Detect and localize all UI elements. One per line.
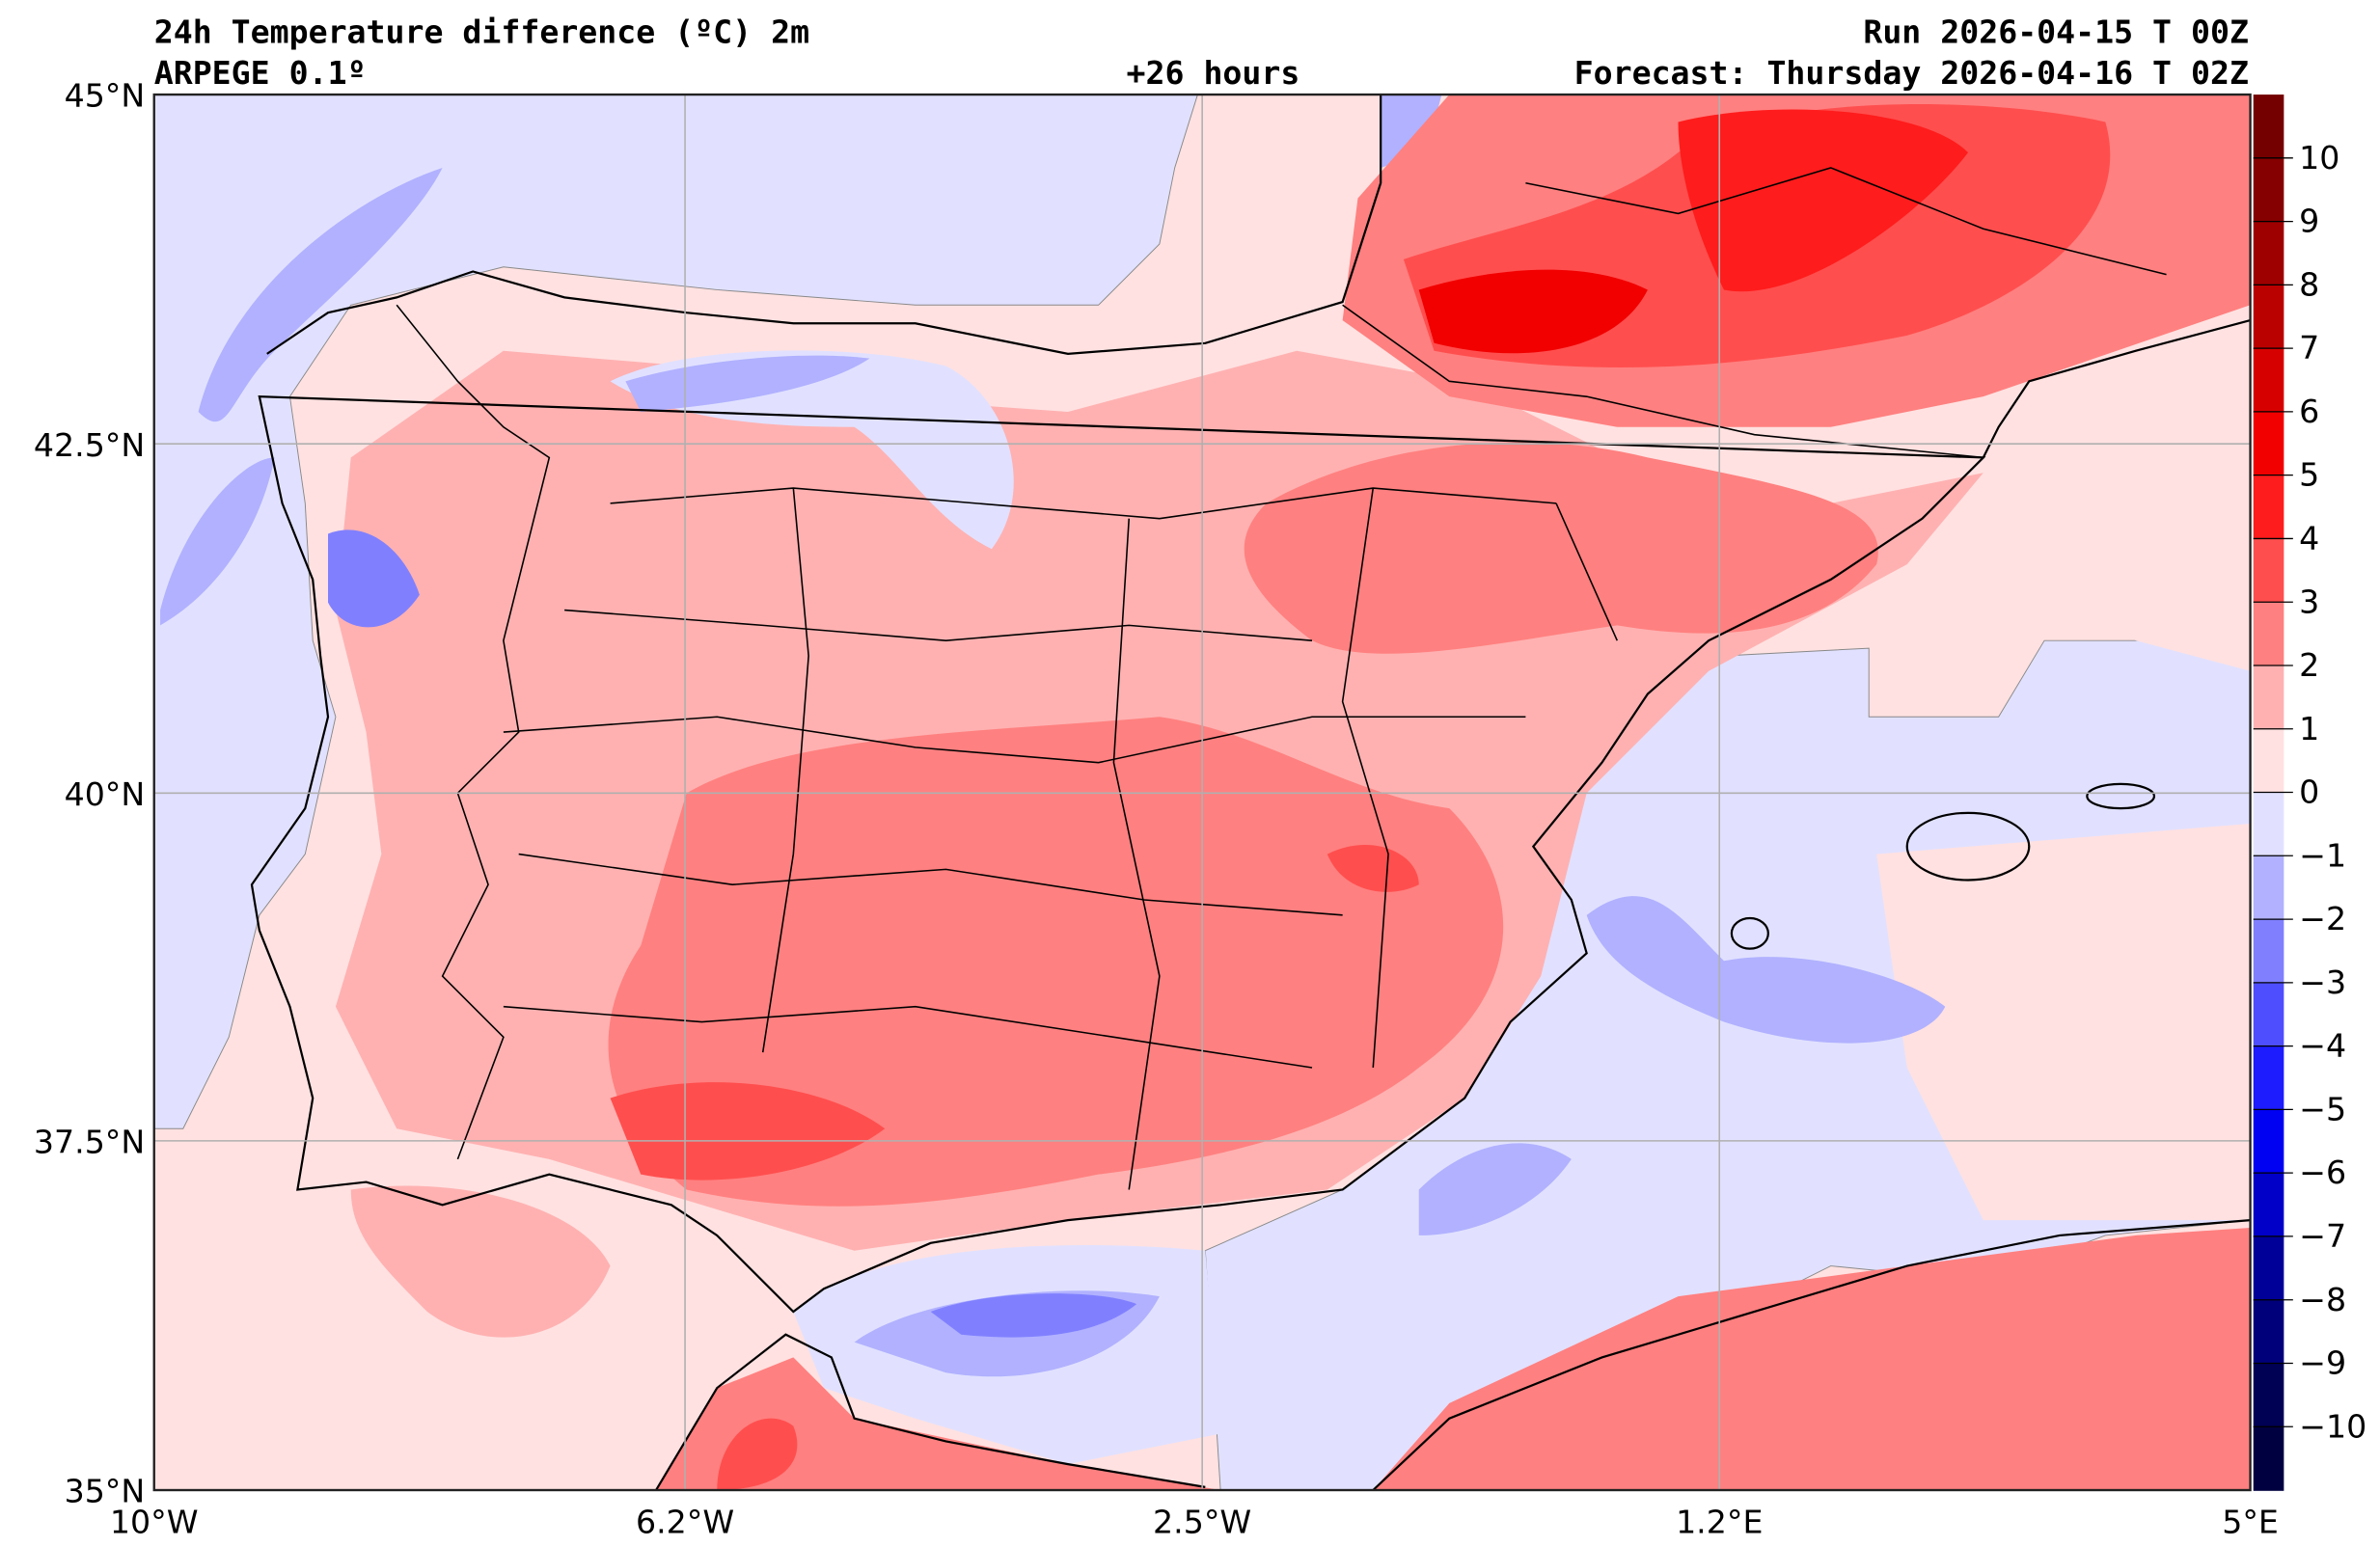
- lead-time: +26 hours: [1127, 54, 1300, 92]
- graticule: [153, 95, 2251, 1491]
- colorbar-bin: [2253, 1045, 2284, 1111]
- field-med-blue-1: [1586, 896, 1946, 1044]
- colorbar-tick-label: 6: [2299, 393, 2319, 430]
- lat-label: 40°N: [65, 775, 146, 813]
- colorbar-bin: [2253, 602, 2284, 666]
- colorbar-bin: [2253, 348, 2284, 413]
- field-africa-warm-2: [1373, 1228, 2251, 1491]
- colorbar-tick-label: −7: [2299, 1217, 2346, 1255]
- lon-axis: 10°W 6.2°W 2.5°W 1.2°E 5°E: [110, 1503, 2279, 1540]
- colorbar-tick-label: −4: [2299, 1027, 2346, 1065]
- map-frame: [152, 93, 2252, 1492]
- colorbar-bin: [2253, 919, 2284, 984]
- colorbar-tick-label: 5: [2299, 456, 2319, 494]
- colorbar-tick-label: 4: [2299, 520, 2319, 557]
- lat-axis: 45°N 42.5°N 40°N 37.5°N 35°N: [34, 77, 145, 1510]
- colorbar-bin: [2253, 1426, 2284, 1491]
- field-africa-hot: [717, 1418, 798, 1491]
- colorbar-bin: [2253, 475, 2284, 540]
- colorbar-bin: [2253, 411, 2284, 476]
- lon-label: 6.2°W: [636, 1503, 734, 1540]
- colorbar-bin: [2253, 1235, 2284, 1301]
- lat-label: 37.5°N: [34, 1124, 145, 1161]
- field-iberia-hot-3: [1327, 844, 1419, 892]
- colorbar-tick-label: −6: [2299, 1153, 2346, 1191]
- colorbar-tick-label: −5: [2299, 1090, 2346, 1127]
- coastline-africa: [655, 1219, 2251, 1491]
- colorbar-tick-label: 7: [2299, 329, 2319, 366]
- island-menorca: [2086, 782, 2156, 810]
- colorbar-tick-label: −9: [2299, 1344, 2346, 1382]
- lon-label: 5°E: [2222, 1503, 2279, 1540]
- colorbar-bin: [2253, 728, 2284, 794]
- colorbar-tick-label: 10: [2299, 139, 2339, 176]
- colorbar-bin: [2253, 538, 2284, 604]
- colorbar-bin: [2253, 1363, 2284, 1428]
- field-sw-ocean-warm: [350, 1185, 611, 1338]
- colorbar-bin: [2253, 792, 2284, 857]
- colorbar-bin: [2253, 1109, 2284, 1174]
- field-iberia-blue-n: [625, 355, 870, 412]
- colorbar-tick-label: −1: [2299, 836, 2346, 874]
- colorbar-tick-label: −10: [2299, 1407, 2366, 1445]
- colorbar-tick-label: 1: [2299, 710, 2319, 747]
- provincial-borders: [503, 167, 2167, 1190]
- colorbar-tick-label: 3: [2299, 583, 2319, 620]
- colorbar-tick-label: 8: [2299, 265, 2319, 303]
- colorbar-bin: [2253, 982, 2284, 1047]
- field-galicia-blue: [328, 529, 420, 628]
- colorbar-tick-label: −8: [2299, 1281, 2346, 1318]
- colorbar-tick-label: −2: [2299, 900, 2346, 937]
- map-title: 24h Temperature difference (ºC) 2m: [154, 13, 809, 50]
- field-iberia-hot-4: [610, 1082, 886, 1181]
- model-label: ARPEGE 0.1º: [154, 54, 367, 92]
- colorbar-bin: [2253, 665, 2284, 730]
- colorbar-bin: [2253, 1173, 2284, 1237]
- lat-label: 42.5°N: [34, 426, 145, 464]
- field-med-pink-2: [1876, 823, 2251, 1221]
- field-atlantic-blue-1: [198, 167, 443, 422]
- lon-label: 1.2°E: [1676, 1503, 1763, 1540]
- island-ibiza: [1730, 916, 1769, 950]
- field-africa-warm: [656, 1357, 1221, 1491]
- colorbar-tick-label: 0: [2299, 774, 2319, 811]
- field-atlantic-cool: [153, 95, 1198, 1129]
- colorbar-bin: [2253, 157, 2284, 223]
- coastline-france: [1982, 319, 2251, 458]
- colorbar-bin: [2253, 285, 2284, 349]
- field-france-red-2: [1678, 109, 1969, 292]
- field-iberia-hot-1: [608, 717, 1504, 1207]
- lat-label: 45°N: [65, 77, 146, 115]
- field-atlantic-blue-2: [160, 457, 275, 626]
- lon-label: 10°W: [110, 1503, 199, 1540]
- lon-label: 2.5°W: [1153, 1503, 1251, 1540]
- field-france-red: [1418, 269, 1648, 354]
- colorbar-tick-label: 9: [2299, 203, 2319, 240]
- field-alboran-blue-2: [930, 1293, 1137, 1338]
- colorbar-bin: [2253, 1299, 2284, 1365]
- colorbar-bin: [2253, 855, 2284, 920]
- border-portugal-spain: [396, 304, 551, 1160]
- forecast-time: Forecast: Thursday 2026-04-16 T 02Z: [1574, 54, 2249, 92]
- island-mallorca: [1905, 811, 2031, 882]
- run-time: Run 2026-04-15 T 00Z: [1863, 13, 2249, 50]
- lat-label: 35°N: [65, 1473, 146, 1510]
- colorbar-tick-label: −3: [2299, 963, 2346, 1001]
- colorbar-bin: [2253, 221, 2284, 286]
- colorbar-tick-label: 2: [2299, 646, 2319, 684]
- field-med-blue-2: [1418, 1143, 1572, 1235]
- colorbar-bin: [2253, 95, 2284, 159]
